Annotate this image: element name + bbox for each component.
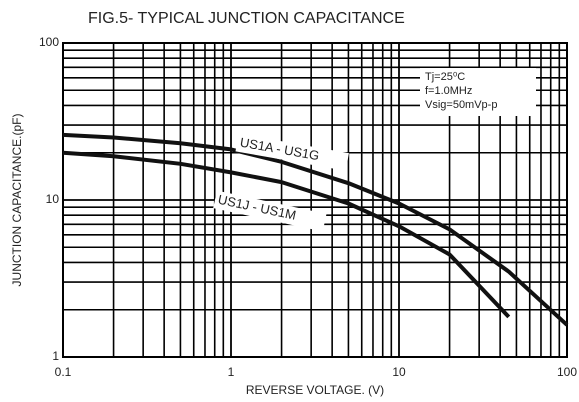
y-axis-label: JUNCTION CAPACITANCE.(pF) <box>10 114 24 287</box>
plot-frame <box>62 42 568 358</box>
line <box>62 150 511 319</box>
y-tick-label: 1 <box>52 349 59 363</box>
annotation: f=1.0MHz <box>425 85 472 97</box>
y-tick-label: 100 <box>39 35 59 49</box>
label-bg <box>235 133 349 171</box>
chart-title: FIG.5- TYPICAL JUNCTION CAPACITANCE <box>88 10 405 27</box>
x-tick-label: 100 <box>557 365 577 379</box>
legend-label: US1J - US1M <box>217 192 298 223</box>
x-axis-label: REVERSE VOLTAGE. (V) <box>246 383 384 397</box>
line <box>62 132 569 327</box>
y-tick-label: 10 <box>46 192 60 206</box>
annotation: Tj=25⁰C <box>425 71 465 83</box>
annotation-box <box>420 68 536 116</box>
annotation: Vsig=50mVp-p <box>425 99 497 111</box>
x-tick-label: 10 <box>392 365 406 379</box>
x-tick-label: 1 <box>228 365 235 379</box>
x-tick-label: 0.1 <box>55 365 72 379</box>
label-bg <box>213 190 327 232</box>
